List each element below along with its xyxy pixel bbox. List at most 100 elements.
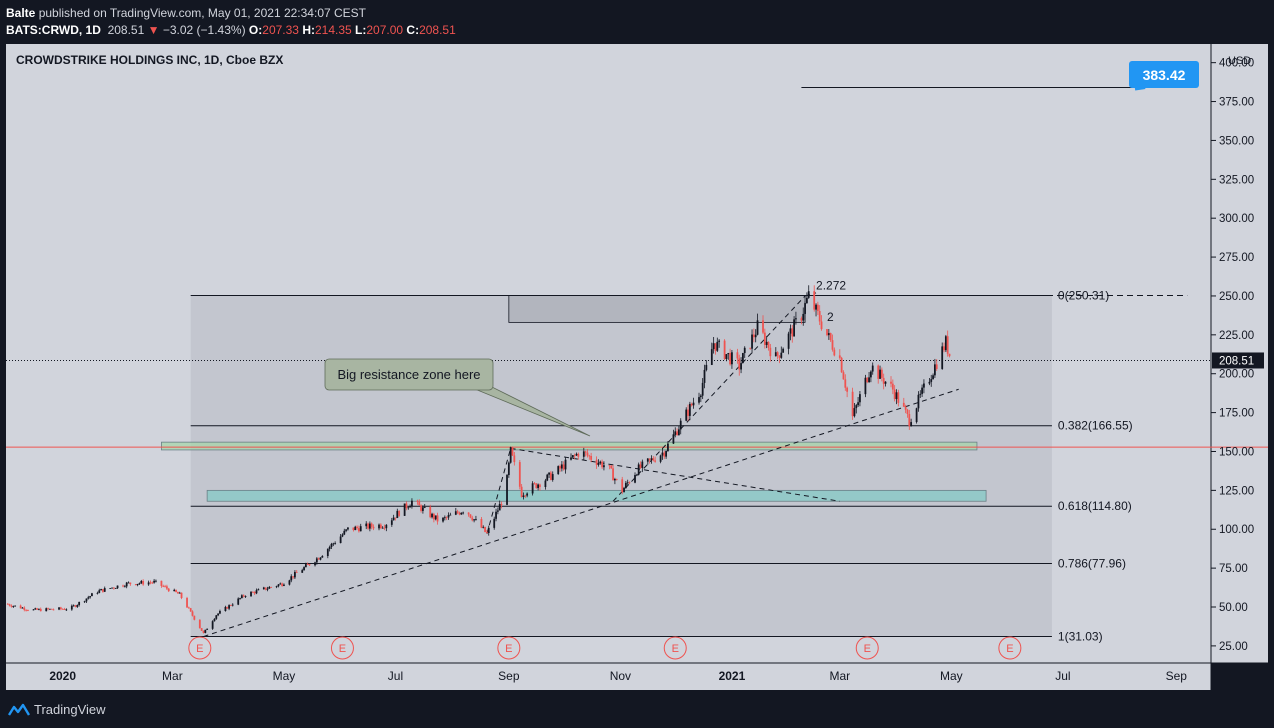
candle-body <box>458 512 461 515</box>
candle-body <box>484 526 486 532</box>
candle-body <box>526 493 529 496</box>
price-tick-label-6: 175.00 <box>1219 408 1254 420</box>
candle-body <box>904 406 907 410</box>
candle-body <box>877 365 880 379</box>
candle-body <box>575 453 578 456</box>
candle-body <box>815 304 817 310</box>
candle-body <box>239 598 241 599</box>
candle-body <box>100 589 102 591</box>
candle-body <box>539 484 541 487</box>
candle-body <box>486 531 488 533</box>
candle-body <box>518 462 521 487</box>
candle-body <box>859 394 861 403</box>
candle-body <box>802 313 805 321</box>
fib-extension-box <box>508 295 806 323</box>
price-tick-label-1: 50.00 <box>1219 602 1248 614</box>
candle-body <box>932 375 934 380</box>
candle-body <box>454 511 457 515</box>
candle-body <box>411 500 413 507</box>
candle-body <box>473 519 476 521</box>
candle-body <box>919 393 922 395</box>
candle-body <box>268 586 271 589</box>
candle-body <box>25 609 28 611</box>
symbol-label[interactable]: BATS:CRWD, 1D <box>6 23 101 37</box>
candle-body <box>304 564 307 568</box>
candle-body <box>149 582 152 584</box>
fib-level-label-1: 0.382(166.55) <box>1058 419 1133 433</box>
candle-body <box>652 458 655 461</box>
candle-body <box>429 507 432 518</box>
candle-body <box>358 528 360 532</box>
candle-body <box>178 592 181 594</box>
candle-body <box>714 343 717 351</box>
candle-body <box>61 608 64 610</box>
candle-body <box>370 523 373 527</box>
candle-body <box>398 510 401 516</box>
candle-body <box>283 584 285 586</box>
candle-body <box>548 472 550 475</box>
candle-body <box>513 455 516 463</box>
candle-body <box>217 613 220 616</box>
candle-body <box>902 402 905 407</box>
tradingview-logo[interactable]: TradingView <box>8 702 106 717</box>
candle-body <box>688 403 691 416</box>
candle-body <box>432 513 435 520</box>
candle-body <box>868 377 870 383</box>
time-axis-area <box>6 663 1211 690</box>
candle-body <box>475 518 477 520</box>
candle-body <box>19 605 22 609</box>
candle-body <box>262 587 265 590</box>
candle-body <box>27 610 29 611</box>
candle-body <box>729 353 731 365</box>
candle-body <box>255 590 258 594</box>
candle-body <box>498 503 501 511</box>
candle-body <box>692 402 695 406</box>
candle-body <box>416 500 419 502</box>
tradingview-logo-icon <box>8 703 30 716</box>
price-tick-label-9: 250.00 <box>1219 291 1254 303</box>
earnings-marker-label-0: E <box>196 643 203 655</box>
candle-body <box>295 571 298 573</box>
candle-body <box>560 464 563 469</box>
candle-body <box>520 486 523 497</box>
candle-body <box>281 583 284 586</box>
candle-body <box>275 586 278 588</box>
price-tick-label-14: 375.00 <box>1219 97 1254 109</box>
candle-body <box>78 601 81 606</box>
candle-body <box>487 527 490 533</box>
last-price-badge <box>1212 352 1264 369</box>
candle-body <box>379 524 382 528</box>
candle-body <box>134 584 137 586</box>
candle-body <box>672 434 675 444</box>
candle-body <box>531 483 534 494</box>
author-name[interactable]: Balte <box>6 6 36 20</box>
candle-body <box>564 459 567 470</box>
candle-body <box>882 377 885 384</box>
time-tick-label-9: Jul <box>1055 669 1070 683</box>
candle-body <box>687 409 689 416</box>
candle-body <box>315 558 318 563</box>
price-tick-label-15: 400.00 <box>1219 58 1254 70</box>
candle-body <box>685 409 688 421</box>
price-axis-currency: USD <box>1228 55 1251 67</box>
candle-body <box>626 482 629 484</box>
candle-body <box>698 397 700 403</box>
candle-body <box>603 465 605 468</box>
candle-body <box>442 517 444 522</box>
time-tick-label-2: May <box>273 669 296 683</box>
candle-body <box>279 583 282 585</box>
candle-body <box>944 336 947 351</box>
candle-body <box>219 611 221 614</box>
candle-body <box>601 461 604 468</box>
candle-body <box>654 460 657 462</box>
candle-body <box>559 466 561 469</box>
candle-body <box>409 506 412 508</box>
candle-body <box>39 608 42 612</box>
candle-body <box>460 512 463 515</box>
price-chart[interactable]: 0(250.31) 0.382(166.55) 0.618(114.80) 0.786… <box>0 44 1274 690</box>
candle-body <box>480 518 483 528</box>
candle-body <box>933 364 936 376</box>
candle-body <box>189 608 192 612</box>
candle-body <box>319 557 322 560</box>
candle-body <box>893 389 896 400</box>
